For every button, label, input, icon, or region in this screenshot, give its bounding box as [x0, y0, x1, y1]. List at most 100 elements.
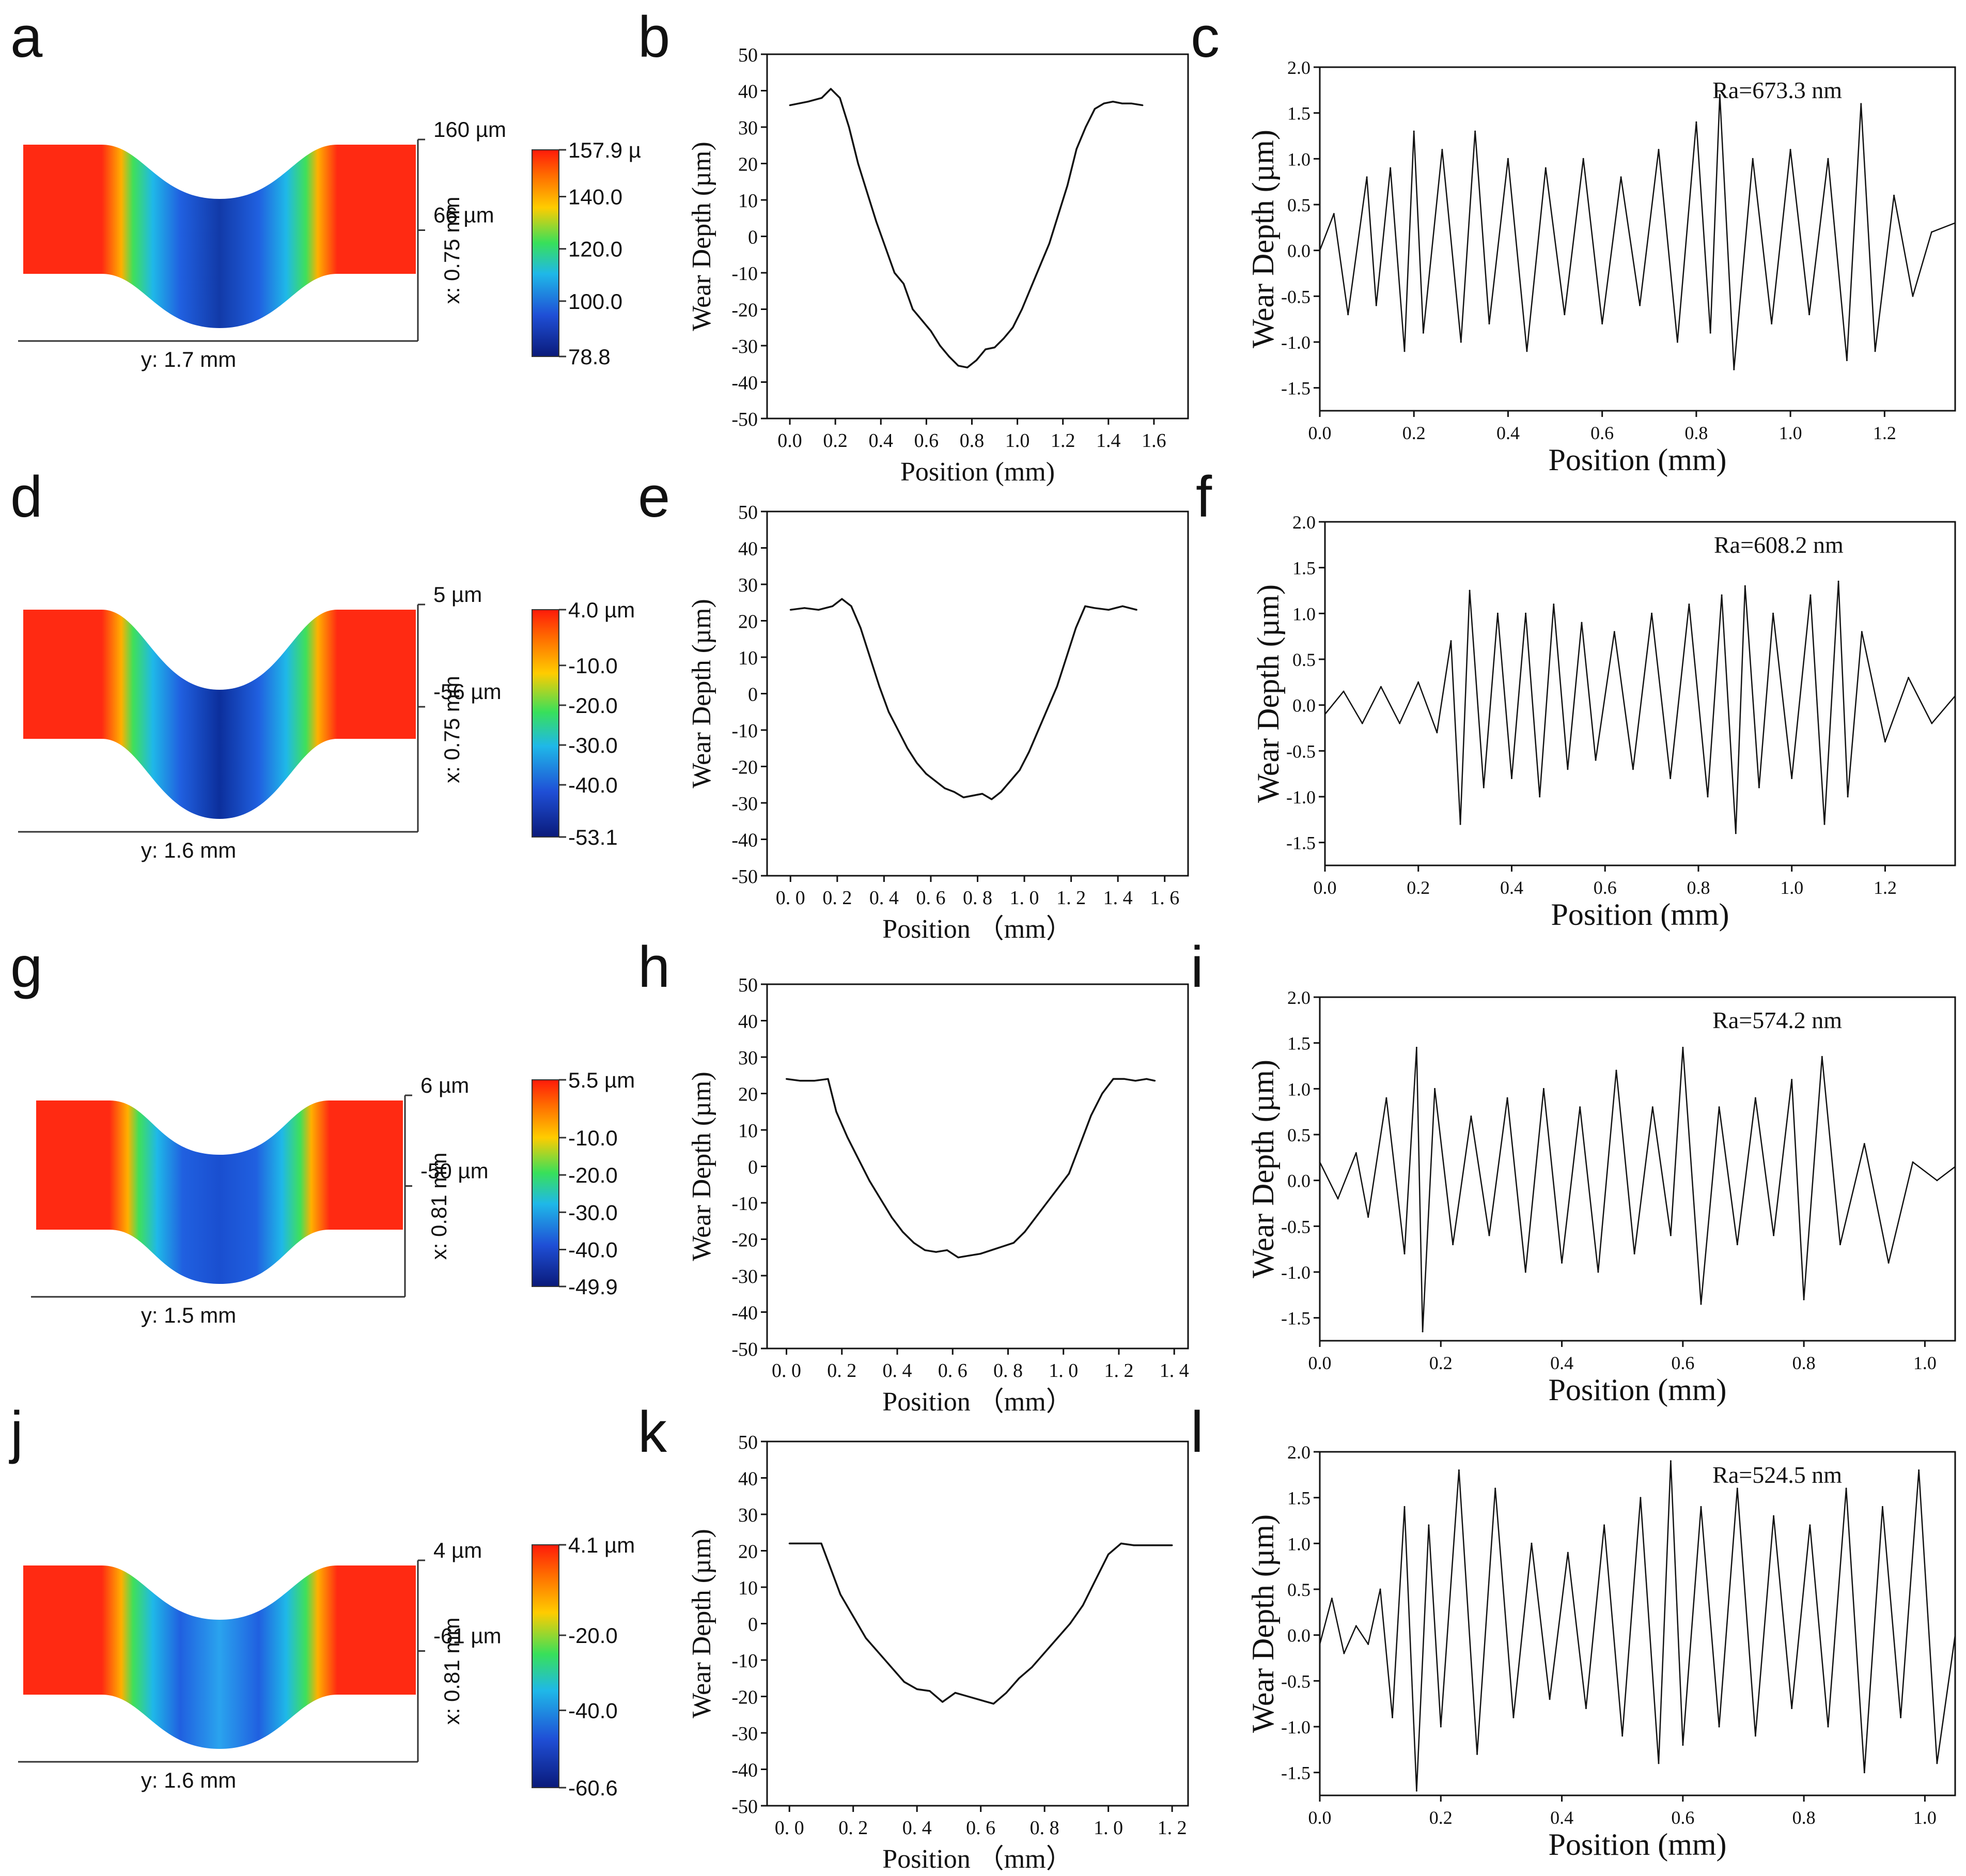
x-tick-label: 1. 4	[1103, 887, 1133, 909]
y-tick-label: 10	[738, 647, 758, 669]
data-point	[1039, 265, 1041, 267]
y-tick-label: -1.5	[1281, 1763, 1310, 1784]
plot-frame	[1319, 996, 1956, 1342]
data-point	[1506, 1097, 1508, 1099]
data-point	[1912, 1161, 1914, 1163]
map-z-top-label: 4 µm	[433, 1538, 482, 1562]
data-point	[1047, 707, 1049, 709]
data-point	[1512, 1716, 1515, 1718]
data-point	[1754, 1735, 1756, 1737]
data-point	[1561, 1262, 1563, 1264]
data-point	[913, 1242, 915, 1244]
data-point	[992, 1703, 994, 1705]
x-tick-label: 1. 0	[1049, 1360, 1078, 1382]
colorbar-tick-label: 100.0	[568, 289, 622, 314]
data-point	[878, 685, 880, 687]
x-tick-label: 1.0	[1780, 877, 1803, 898]
x-tick-label: 1. 2	[1056, 887, 1086, 909]
y-tick-label: 0.0	[1287, 1625, 1310, 1646]
data-point	[1544, 167, 1547, 169]
y-tick-label: 1.0	[1287, 1079, 1310, 1099]
data-point	[1474, 130, 1476, 132]
data-point	[1441, 149, 1443, 151]
x-tick-label: 1.0	[1913, 1807, 1937, 1828]
y-tick-label: 1.0	[1292, 603, 1316, 624]
data-point	[1908, 677, 1910, 678]
data-point	[866, 192, 868, 194]
y-tick-label: 0.0	[1292, 695, 1316, 716]
data-point	[1567, 768, 1569, 770]
data-point	[1936, 1762, 1938, 1764]
data-point	[1861, 631, 1863, 633]
surface-map-g	[36, 1100, 403, 1284]
data-point	[1048, 243, 1050, 245]
data-point	[1107, 609, 1110, 611]
data-point	[1651, 1106, 1653, 1108]
data-point	[1821, 1056, 1823, 1058]
y-tick-label: 1.0	[1287, 149, 1310, 169]
panel-letter-e: e	[638, 464, 670, 529]
y-tick-label: 20	[738, 154, 758, 176]
data-point	[957, 1257, 959, 1259]
data-point	[1028, 751, 1030, 753]
data-point	[1390, 167, 1392, 169]
data-point	[1524, 1271, 1526, 1273]
data-point	[1101, 1093, 1103, 1094]
x-tick-label: 0.8	[1687, 877, 1710, 898]
data-point	[857, 1158, 860, 1160]
data-point	[1754, 1097, 1756, 1099]
data-point	[1005, 1692, 1007, 1694]
x-axis-label: Position (mm)	[1548, 1827, 1726, 1862]
chart-f: f 2.0 1.5 1.0 0.5 0.0 -0.5 -1.0 -1.5 0.0 0.2 0.4 0.6…	[1196, 464, 1956, 932]
data-point	[1012, 327, 1014, 329]
map-panel-d: d y: 1.6 mm x: 0.75 mm 5 µm -56 µm 4.0 µm -10.…	[10, 464, 635, 862]
data-point	[1084, 605, 1086, 607]
panel-letter-k: k	[638, 1400, 667, 1464]
data-point	[1121, 605, 1124, 607]
data-point	[944, 787, 946, 789]
panel-letter-c: c	[1191, 5, 1220, 69]
colorbar-tick-label: 78.8	[568, 345, 611, 369]
x-tick-label: 1.4	[1096, 430, 1121, 452]
y-tick-label: -40	[731, 1303, 758, 1324]
data-point	[1887, 1262, 1890, 1264]
data-point	[1112, 101, 1114, 103]
data-point	[1758, 786, 1760, 788]
map-z-mid-label: 66 µm	[433, 203, 494, 227]
data-point	[1682, 1744, 1684, 1746]
data-point	[1009, 780, 1011, 782]
data-point	[954, 1692, 956, 1694]
x-tick-label: 0.6	[914, 430, 939, 452]
data-point	[818, 609, 820, 611]
data-point	[827, 1078, 829, 1080]
data-point	[1120, 1542, 1122, 1544]
data-point	[1954, 222, 1956, 224]
y-tick-label: 20	[738, 611, 758, 633]
data-point	[1791, 778, 1793, 779]
colorbar-tick-label: -53.1	[568, 825, 618, 849]
data-point	[1422, 332, 1424, 334]
data-point	[1488, 323, 1490, 324]
y-tick-label: -50	[731, 1796, 758, 1818]
map-x-label: x: 0.75 mm	[440, 197, 464, 304]
y-axis-label: Wear Depth (µm)	[687, 142, 716, 331]
data-point	[981, 793, 984, 795]
colorbar-tick-label: 5.5 µm	[568, 1068, 635, 1092]
data-point	[1082, 1604, 1084, 1606]
data-point	[1037, 729, 1039, 731]
map-z-mid-label: -61 µm	[433, 1624, 502, 1648]
ra-annotation: Ra=608.2 nm	[1714, 532, 1844, 558]
y-axis-label: Wear Depth (µm)	[687, 599, 716, 788]
data-point	[1403, 350, 1406, 352]
x-axis-label: Position （mm）	[882, 914, 1072, 944]
data-point	[1658, 149, 1660, 151]
data-point	[1700, 1506, 1702, 1508]
data-point	[1846, 360, 1848, 361]
data-point	[916, 1688, 918, 1690]
y-tick-label: -10	[731, 263, 758, 285]
data-point	[1066, 656, 1068, 658]
data-point	[897, 729, 899, 731]
series-line	[1324, 581, 1956, 834]
data-point	[1700, 1303, 1702, 1305]
